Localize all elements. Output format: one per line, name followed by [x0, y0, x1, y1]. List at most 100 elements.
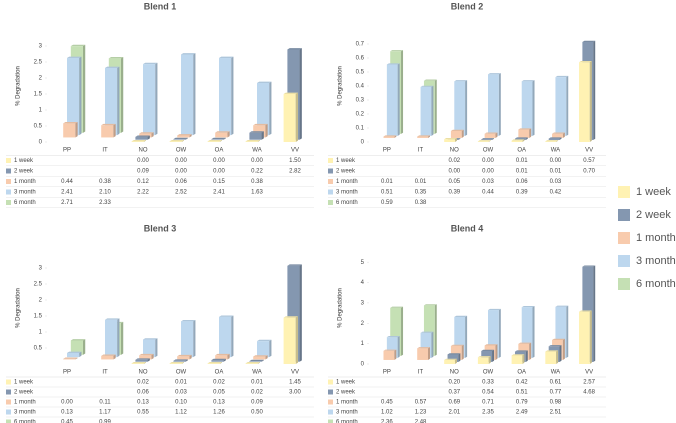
bar-top	[287, 48, 302, 50]
legend-label: 1 month	[336, 179, 358, 185]
legend-swatch	[6, 189, 11, 195]
bar	[67, 353, 80, 358]
bar-top	[390, 50, 404, 52]
table-cell: 0.01	[251, 380, 263, 386]
x-tick-label: IT	[418, 148, 424, 154]
table-cell: 0.15	[213, 179, 225, 185]
bar-side	[488, 356, 491, 364]
legend-label: 1 month	[636, 232, 676, 244]
table-cell: 0.09	[137, 169, 149, 175]
x-tick-label: VV	[585, 370, 593, 376]
bar-top	[131, 361, 147, 364]
bar-top	[548, 137, 562, 139]
bar	[207, 141, 220, 142]
bar-side	[529, 342, 532, 360]
bar-top	[63, 357, 78, 359]
x-tick-label: NO	[139, 370, 148, 376]
legend-label: 3 month	[14, 410, 36, 416]
table-cell: 0.51	[381, 190, 393, 196]
bar	[253, 356, 266, 360]
table-cell: 2.48	[415, 420, 427, 423]
bar-top	[135, 358, 150, 360]
bar-top	[514, 350, 528, 352]
bar	[207, 363, 220, 364]
bar-side	[562, 132, 565, 138]
legend-swatch	[6, 409, 11, 415]
bar	[283, 317, 296, 364]
bar-side	[261, 131, 264, 140]
table-cell: 0.54	[482, 390, 494, 396]
bar-top	[257, 339, 272, 342]
bar-side	[556, 350, 559, 364]
bar-top	[481, 138, 495, 140]
bar-side	[593, 40, 596, 140]
bar-top	[283, 92, 299, 94]
bar-side	[492, 349, 495, 362]
bar-side	[189, 134, 192, 138]
bar-side	[227, 131, 230, 138]
table-cell: 0.00	[61, 400, 73, 406]
table-cell: 2.01	[448, 410, 460, 416]
table-cell: 1.50	[289, 158, 301, 164]
x-tick-label: PP	[63, 370, 71, 376]
bar-top	[257, 81, 272, 83]
table-cell: 0.02	[448, 158, 460, 164]
bar-top	[169, 362, 185, 364]
bar-side	[117, 318, 120, 358]
y-tick-label: 0	[361, 140, 365, 146]
bar-side	[394, 135, 397, 138]
table-cell: 0.02	[251, 390, 263, 396]
bar-side	[525, 137, 528, 140]
chart-title: Blend 2	[451, 1, 484, 11]
table-cell: 2.35	[482, 410, 494, 416]
bar-side	[79, 56, 82, 136]
bar	[173, 139, 186, 140]
bar	[181, 54, 194, 136]
bar	[219, 316, 232, 358]
bar	[417, 348, 428, 360]
bar-side	[498, 73, 501, 136]
bar	[169, 141, 182, 142]
bar-top	[219, 315, 234, 317]
legend-swatch	[618, 209, 630, 221]
table-cell: 2.57	[583, 380, 595, 386]
legend-swatch	[6, 200, 11, 205]
chart-title: Blend 3	[144, 223, 177, 233]
bar	[477, 357, 489, 364]
bar-side	[155, 338, 158, 358]
table-cell: 0.11	[99, 400, 111, 406]
table-cell: 0.38	[415, 200, 427, 206]
bar-side	[223, 137, 226, 140]
bar	[518, 129, 530, 138]
bar-side	[219, 140, 223, 142]
bar	[143, 64, 156, 136]
y-tick-label: 1	[39, 108, 43, 114]
bar-top	[253, 123, 268, 126]
bar	[177, 356, 190, 360]
bar	[488, 310, 499, 358]
bar-top	[219, 56, 234, 59]
bar-top	[211, 137, 226, 140]
bar-top	[63, 121, 78, 124]
legend-swatch	[328, 168, 333, 174]
bar-top	[67, 56, 82, 59]
bar-side	[556, 140, 559, 142]
bar-top	[545, 350, 559, 352]
bar-side	[113, 123, 116, 138]
y-axis-label: % Degradation	[338, 66, 344, 106]
bar-top	[477, 140, 491, 142]
bar	[521, 81, 533, 136]
bar-side	[397, 335, 400, 358]
bar-top	[552, 338, 565, 340]
legend-swatch	[328, 158, 333, 163]
bar-side	[559, 345, 562, 362]
x-tick-label: PP	[63, 148, 71, 154]
table-cell: 2.52	[175, 190, 187, 196]
y-tick-label: 3	[39, 266, 43, 272]
bar-side	[427, 347, 431, 360]
bar-side	[75, 357, 78, 360]
bar-top	[444, 358, 457, 360]
bar-side	[223, 358, 226, 362]
table-cell: 2.22	[137, 190, 149, 196]
y-tick-label: 0.5	[34, 124, 43, 130]
